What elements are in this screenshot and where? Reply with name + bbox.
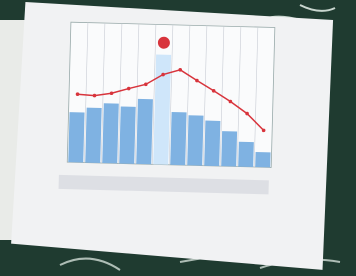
bar	[221, 131, 237, 166]
bar	[85, 108, 101, 163]
bar	[187, 115, 203, 165]
bar	[119, 106, 135, 163]
bar	[102, 103, 119, 163]
bar	[170, 112, 186, 165]
bar	[153, 54, 171, 164]
bar	[255, 152, 270, 167]
paper	[11, 2, 334, 270]
bar	[204, 121, 220, 167]
bar	[238, 142, 254, 167]
bar	[136, 99, 153, 164]
plot	[67, 22, 275, 167]
bar	[68, 112, 84, 162]
photo	[0, 0, 356, 276]
